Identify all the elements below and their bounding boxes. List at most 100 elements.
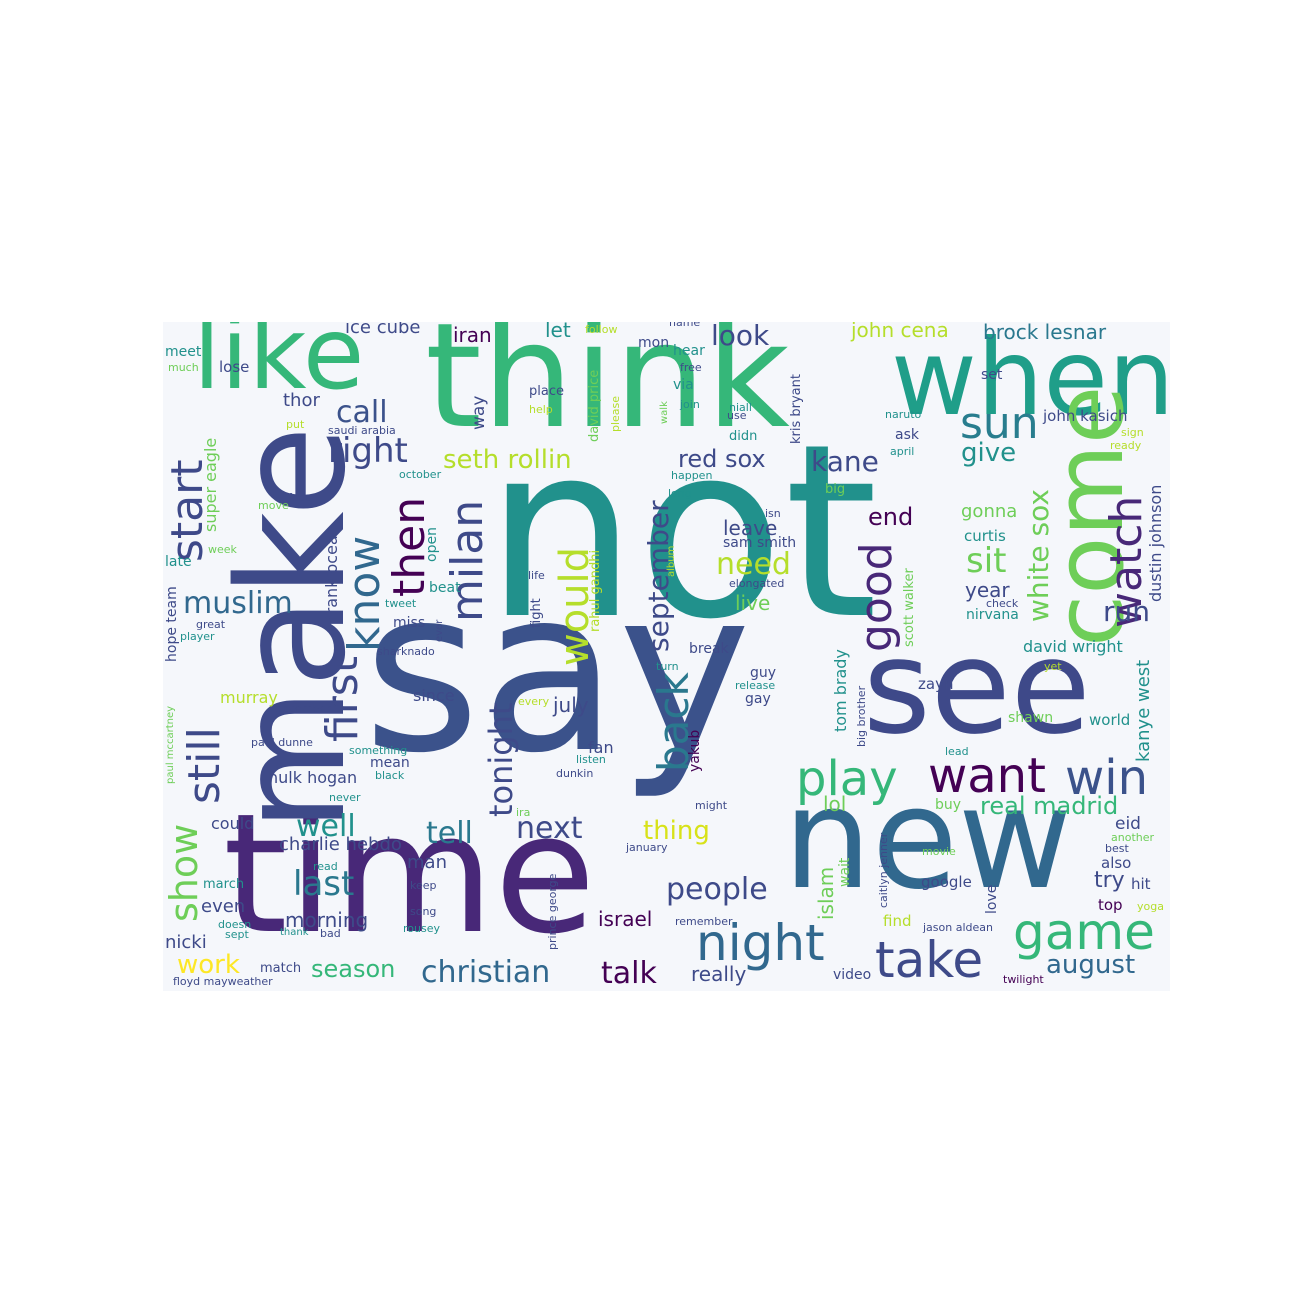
word-next: next <box>516 811 583 846</box>
word-even: even <box>201 896 246 917</box>
word-shawn: shawn <box>1008 710 1054 726</box>
word-year: year <box>965 578 1010 602</box>
word-gonna: gonna <box>961 501 1018 522</box>
word-rousey: rousey <box>403 922 440 935</box>
word-sharknado: sharknado <box>377 645 435 658</box>
word-turn: turn <box>656 660 679 673</box>
word-set: set <box>981 367 1003 383</box>
word-game: game <box>1013 903 1155 961</box>
word-place: place <box>529 384 564 399</box>
word-didn: didn <box>729 429 758 444</box>
word-follow: follow <box>585 323 618 336</box>
word-july: july <box>553 693 589 717</box>
word-break: break <box>689 641 729 657</box>
word-fight: fight <box>529 598 544 628</box>
word-tweet: tweet <box>385 597 417 610</box>
word-put: put <box>286 418 305 431</box>
word-ice-cube: ice cube <box>345 322 421 338</box>
word-call: call <box>336 395 388 430</box>
word-hear: hear <box>673 343 705 359</box>
word-milan: milan <box>442 499 493 622</box>
word-try: try <box>1094 868 1125 893</box>
word-meet: meet <box>165 344 202 360</box>
word-name: name <box>669 322 701 329</box>
word-hit: hit <box>1131 875 1151 893</box>
word-yet: yet <box>1044 660 1062 673</box>
word-guy: guy <box>750 665 777 681</box>
word-big-brother: big brother <box>855 685 868 747</box>
word-mean: mean <box>370 755 410 771</box>
word-last: last <box>293 864 355 904</box>
word-white-sox: white sox <box>1022 489 1055 622</box>
word-life: life <box>528 569 545 582</box>
word-gay: gay <box>745 691 771 707</box>
word-match: match <box>260 961 302 976</box>
word-sept: sept <box>225 928 249 941</box>
word-movie: movie <box>922 845 956 858</box>
word-walk: walk <box>659 401 670 424</box>
word-check: check <box>986 597 1019 610</box>
word-something: something <box>349 744 408 757</box>
word-april: april <box>890 445 915 458</box>
word-find: find <box>883 912 912 930</box>
word-lol: lol <box>823 792 847 816</box>
word-real-madrid: real madrid <box>980 792 1119 820</box>
word-help: help <box>529 403 553 416</box>
word-like: like <box>193 322 365 412</box>
word-twilight: twilight <box>1003 973 1044 986</box>
word-best: best <box>1105 842 1129 855</box>
word-saudi-arabia: saudi arabia <box>328 424 396 437</box>
word-yoga: yoga <box>1137 900 1164 913</box>
word-naruto: naruto <box>885 408 922 421</box>
word-every: every <box>518 695 550 708</box>
word-yakub: yakub <box>687 729 703 772</box>
word-could: could <box>211 814 255 833</box>
word-face: face <box>288 491 312 504</box>
word-buy: buy <box>935 797 962 813</box>
word-not: not <box>485 392 879 672</box>
word-cloud: not say think time make new see when lik… <box>163 322 1170 991</box>
word-dunkin: dunkin <box>556 767 594 780</box>
word-album: album <box>666 545 677 577</box>
word-thor: thor <box>283 390 320 411</box>
word-see: see <box>863 611 1091 763</box>
word-dustin-johnson: dustin johnson <box>1146 484 1165 602</box>
word-super-eagle: super eagle <box>201 437 220 532</box>
word-way: way <box>469 395 489 430</box>
word-ira: ira <box>516 806 531 819</box>
word-august: august <box>1046 950 1136 980</box>
word-run: run <box>1103 595 1151 628</box>
word-season: season <box>311 955 396 983</box>
word-know: know <box>339 535 390 652</box>
word-another: another <box>1111 831 1155 844</box>
word-kanye-west: kanye west <box>1133 659 1154 762</box>
word-first: first <box>317 656 368 742</box>
word-google: google <box>921 873 972 891</box>
word-please: please <box>609 395 622 432</box>
word-when: when <box>891 322 1170 439</box>
word-work: work <box>177 950 240 980</box>
word-john-cena: john cena <box>851 322 949 342</box>
word-keep: keep <box>410 879 437 892</box>
word-listen: listen <box>576 753 606 766</box>
word-red-sox: red sox <box>678 445 766 473</box>
word-fan: fan <box>588 738 614 757</box>
word-thank: thank <box>280 927 309 938</box>
word-end: end <box>868 503 914 531</box>
word-john-kasich: john kasich <box>1043 407 1128 425</box>
word-people: people <box>666 872 768 907</box>
word-march: march <box>203 877 245 892</box>
word-seth-rollin: seth rollin <box>443 445 572 475</box>
word-nirvana: nirvana <box>966 607 1019 623</box>
word-long: long <box>668 487 692 500</box>
word-scott-walker: scott walker <box>902 568 917 647</box>
word-ask: ask <box>895 427 919 443</box>
word-lose: lose <box>219 358 250 376</box>
word-think: think <box>425 322 790 461</box>
word-islam: islam <box>814 866 838 920</box>
word-move: move <box>258 499 289 512</box>
word-bad: bad <box>320 927 341 940</box>
word-floyd-mayweather: floyd mayweather <box>173 975 273 988</box>
word-take: take <box>875 931 984 989</box>
word-mon: mon <box>638 335 670 351</box>
